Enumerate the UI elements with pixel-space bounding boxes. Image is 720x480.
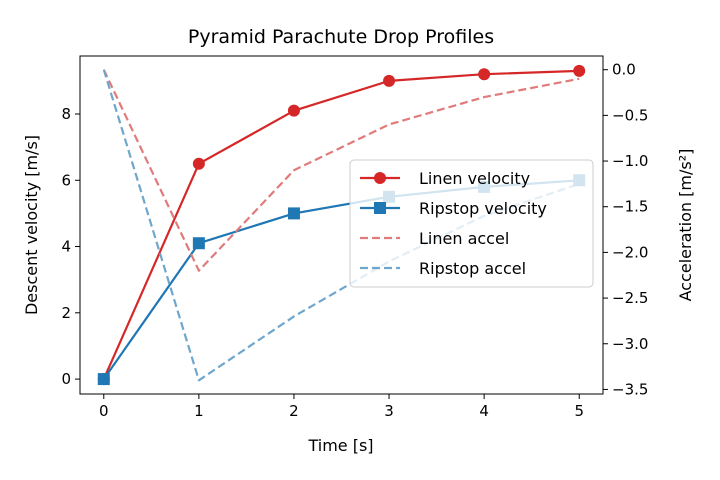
data-point-linen-velocity xyxy=(573,64,586,77)
series-line-linen-accel xyxy=(102,69,580,272)
y2-tick-label: 0.0 xyxy=(612,61,636,79)
data-point-linen-velocity xyxy=(383,74,396,87)
legend-box xyxy=(349,159,594,288)
plot-area: 0 1 2 3 4 5 0 2 4 6 8 0.0 −0.5 −1.0 −1.5 −2.0 −2.5 −3.0 −3… xyxy=(61,55,648,420)
x-tick-label: 3 xyxy=(384,402,394,420)
y-tick-label: 2 xyxy=(61,304,71,322)
y-tick-label: 8 xyxy=(61,105,71,123)
y2-tick-label: −2.5 xyxy=(612,289,648,307)
y-axis-label: Descent velocity [m/s] xyxy=(22,135,41,315)
data-point-linen-velocity xyxy=(287,104,300,117)
y2-tick-label: −3.0 xyxy=(612,335,648,353)
legend-marker-ripstop-velocity xyxy=(374,202,386,214)
chart-title: Pyramid Parachute Drop Profiles xyxy=(188,26,494,48)
y-tick-label: 0 xyxy=(61,370,71,388)
legend-label-ripstop-accel: Ripstop accel xyxy=(419,259,526,278)
series-line-ripstop-accel xyxy=(102,69,580,382)
data-point-ripstop-velocity xyxy=(192,237,205,250)
legend: Linen velocity Ripstop velocity Linen acce… xyxy=(349,159,594,288)
x-axis-label: Time [s] xyxy=(307,436,373,455)
y2-tick-label: −0.5 xyxy=(612,106,648,124)
series-line-linen-velocity xyxy=(102,69,580,380)
y2-axis-label: Acceleration [m/s²] xyxy=(676,149,695,302)
y2-tick-label: −2.0 xyxy=(612,243,648,261)
legend-label-linen-velocity: Linen velocity xyxy=(419,169,530,188)
legend-label-ripstop-velocity: Ripstop velocity xyxy=(419,199,547,218)
y2-tick-label: −3.5 xyxy=(612,380,648,398)
data-point-ripstop-velocity xyxy=(287,207,300,220)
y2-tick-label: −1.5 xyxy=(612,198,648,216)
data-point-linen-velocity xyxy=(478,68,491,81)
y2-tick-label: −1.0 xyxy=(612,152,648,170)
data-point-linen-velocity xyxy=(192,157,205,170)
x-tick-label: 0 xyxy=(99,402,109,420)
legend-marker-linen-velocity xyxy=(374,172,386,184)
plot-frame xyxy=(79,55,604,395)
x-tick-label: 1 xyxy=(194,402,204,420)
data-point-ripstop-velocity xyxy=(97,373,110,386)
x-tick-label: 2 xyxy=(289,402,299,420)
x-tick-label: 5 xyxy=(574,402,584,420)
x-tick-label: 4 xyxy=(479,402,489,420)
y-tick-label: 4 xyxy=(61,238,71,256)
y-tick-label: 6 xyxy=(61,171,71,189)
legend-label-linen-accel: Linen accel xyxy=(419,229,509,248)
